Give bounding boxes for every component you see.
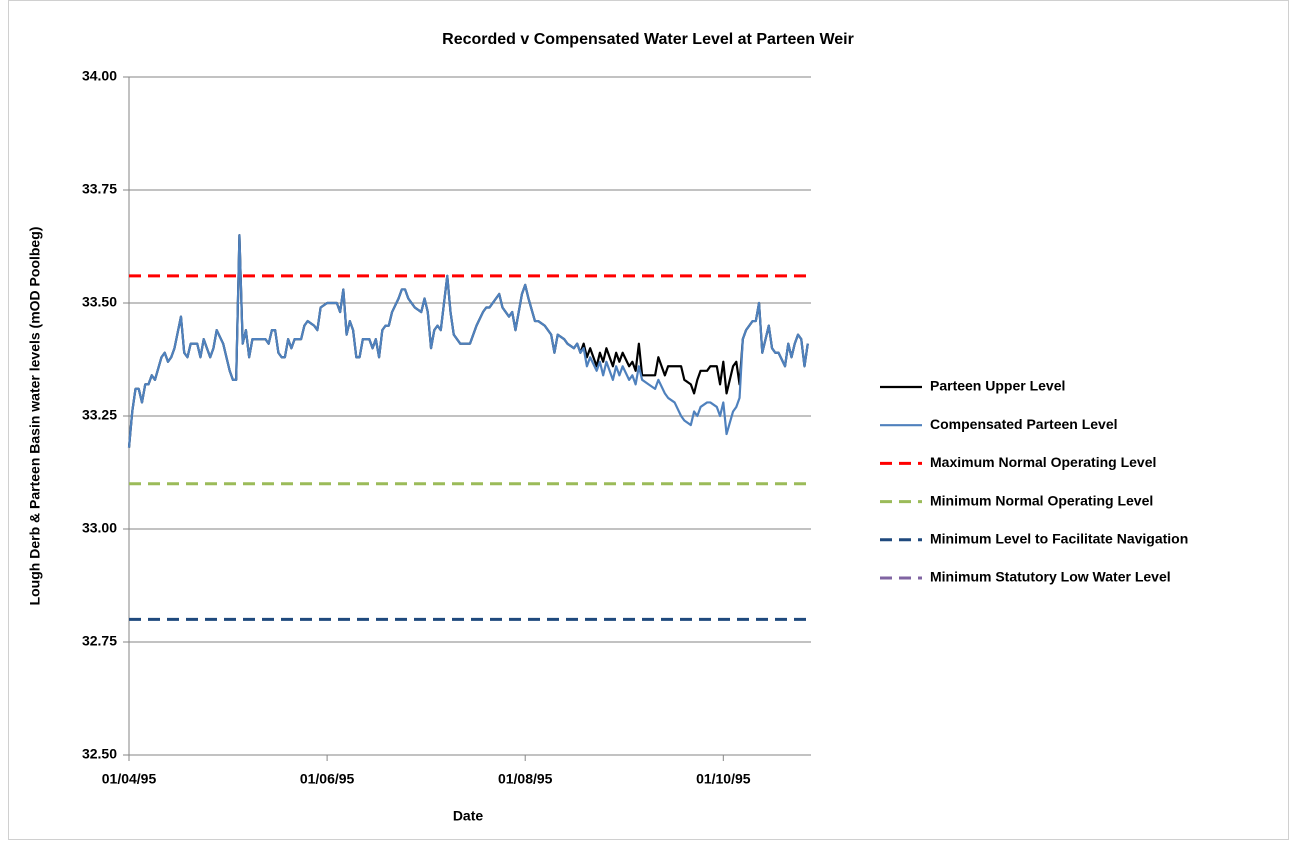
y-axis-label: Lough Derb & Parteen Basin water levels … xyxy=(27,227,43,606)
y-tick-label: 34.00 xyxy=(82,68,117,84)
legend-label: Maximum Normal Operating Level xyxy=(930,454,1156,470)
x-tick-label: 01/06/95 xyxy=(300,771,355,787)
y-tick-label: 33.75 xyxy=(82,181,117,197)
y-tick-label: 33.00 xyxy=(82,520,117,536)
y-tick-label: 33.25 xyxy=(82,407,117,423)
legend-label: Minimum Level to Facilitate Navigation xyxy=(930,531,1188,547)
y-tick-label: 32.75 xyxy=(82,633,117,649)
x-tick-label: 01/04/95 xyxy=(102,771,157,787)
legend-label: Parteen Upper Level xyxy=(930,378,1065,394)
series-line xyxy=(127,234,809,448)
legend-label: Minimum Statutory Low Water Level xyxy=(930,569,1171,585)
x-tick-label: 01/08/95 xyxy=(498,771,553,787)
legend-label: Minimum Normal Operating Level xyxy=(930,492,1153,508)
y-tick-label: 33.50 xyxy=(82,294,117,310)
chart-frame xyxy=(8,0,1289,840)
y-tick-label: 32.50 xyxy=(82,746,117,762)
x-axis-label: Date xyxy=(453,808,484,824)
legend-label: Compensated Parteen Level xyxy=(930,416,1118,432)
x-tick-label: 01/10/95 xyxy=(696,771,751,787)
chart-title: Recorded v Compensated Water Level at Pa… xyxy=(442,31,854,48)
